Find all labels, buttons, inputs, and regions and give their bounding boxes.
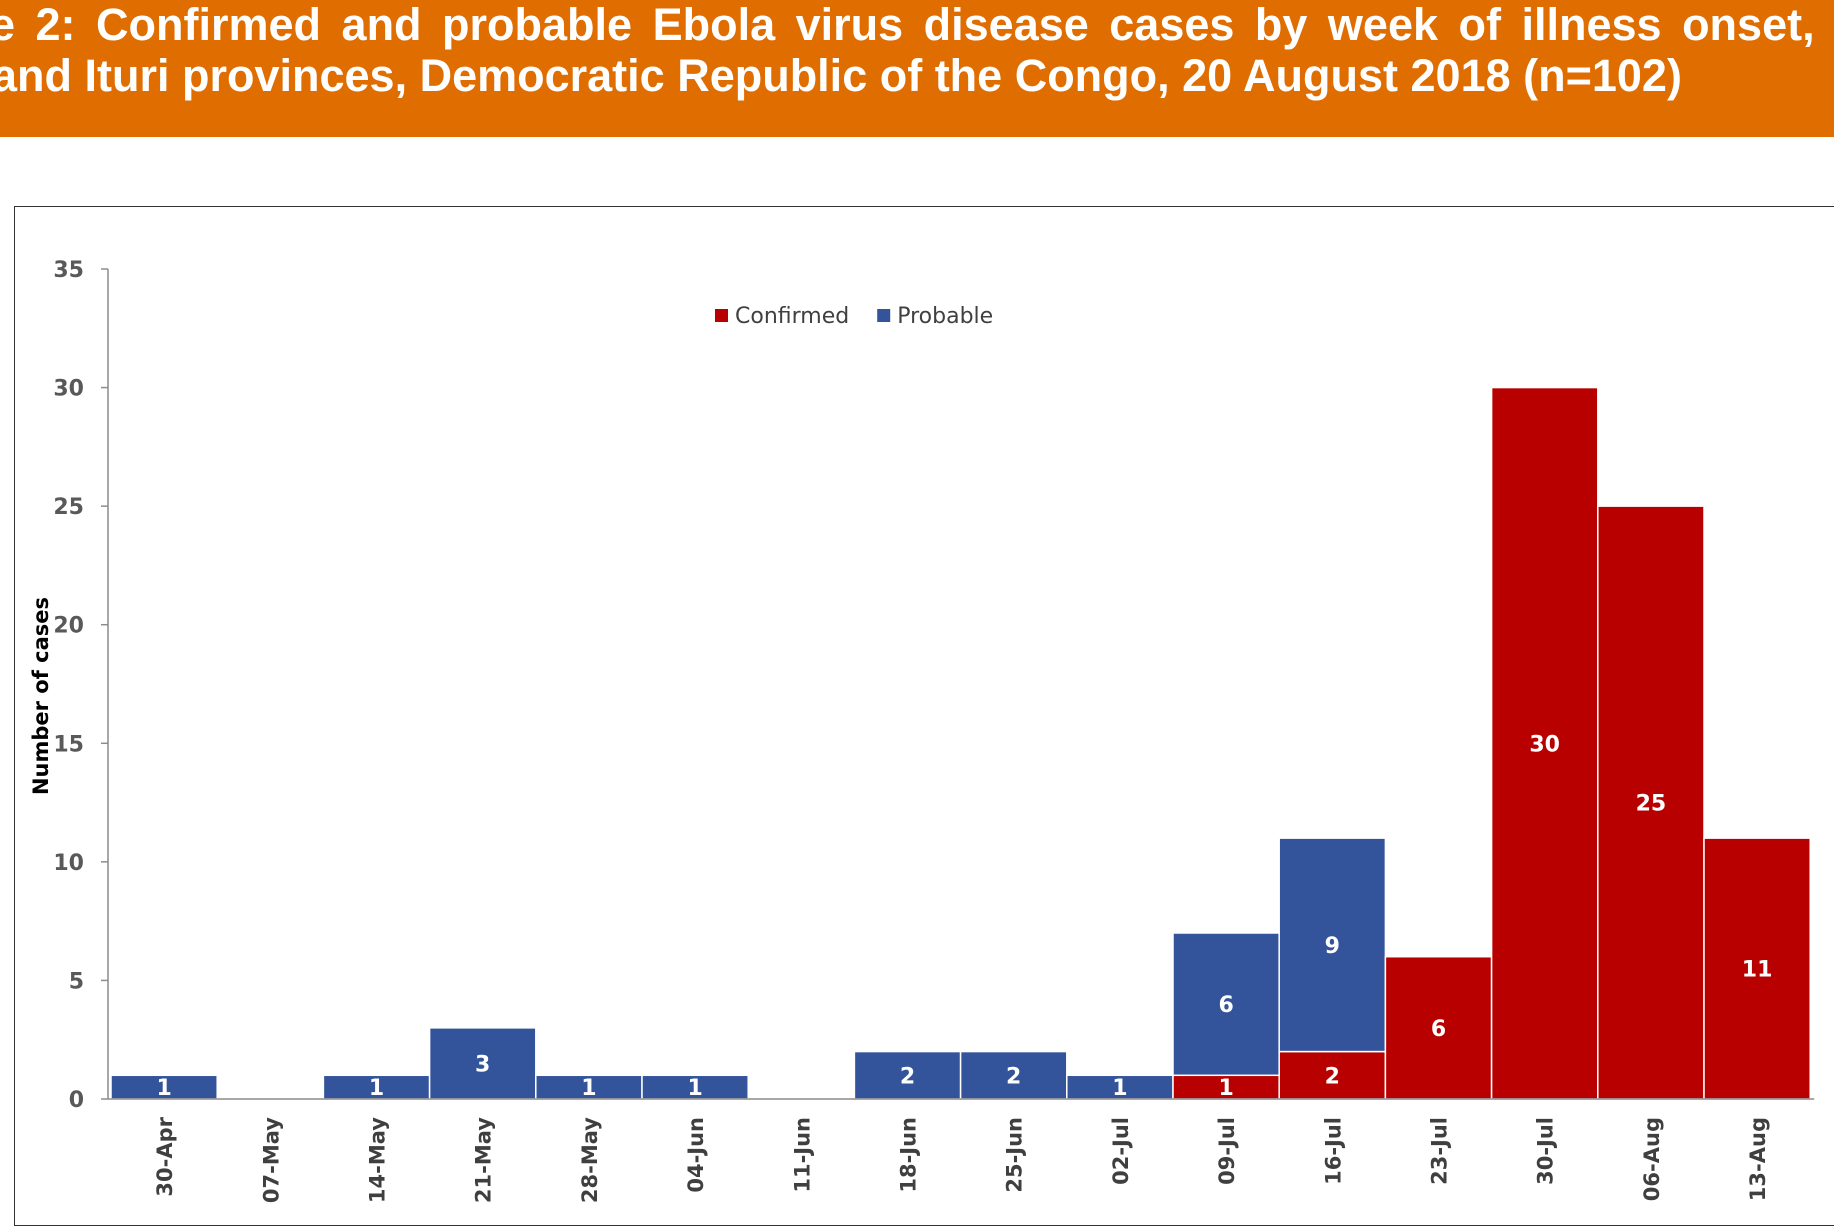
bar-probable-25-jun bbox=[959, 1050, 1068, 1100]
data-label-probable: 2 bbox=[1006, 1064, 1021, 1089]
data-label-probable: 9 bbox=[1325, 934, 1340, 959]
legend-swatch-probable bbox=[877, 309, 891, 322]
legend-label-confirmed: Confirmed bbox=[735, 304, 849, 329]
data-label-zero: 0 bbox=[264, 1091, 277, 1112]
data-label-confirmed: 6 bbox=[1431, 1017, 1446, 1042]
data-label-confirmed: 25 bbox=[1636, 792, 1667, 817]
bar-confirmed-23-jul bbox=[1384, 955, 1493, 1100]
x-tick-label: 23-Jul bbox=[1428, 1117, 1452, 1185]
y-tick-label: 0 bbox=[69, 1088, 84, 1113]
data-label-probable: 1 bbox=[156, 1076, 171, 1101]
chart-frame: 0 5 10 15 20 25 30 35 Number of cases 1 30-Apr 0 07-… bbox=[14, 206, 1834, 1226]
x-tick-label: 16-Jul bbox=[1321, 1117, 1345, 1185]
data-label-confirmed: 30 bbox=[1529, 732, 1560, 757]
x-tick-label: 11-Jun bbox=[790, 1117, 814, 1193]
data-label-probable: 1 bbox=[369, 1076, 384, 1101]
chart-title-line-1: e 2: Confirmed and probable Ebola virus … bbox=[0, 0, 1815, 50]
data-label-confirmed: 2 bbox=[1325, 1064, 1340, 1089]
x-tick-label: 18-Jun bbox=[897, 1117, 921, 1193]
y-tick-label: 20 bbox=[53, 614, 84, 639]
x-tick-label: 06-Aug bbox=[1640, 1117, 1664, 1201]
bar-probable-09-jul bbox=[1172, 932, 1280, 1077]
y-tick-label: 25 bbox=[53, 495, 84, 520]
x-tick-label: 13-Aug bbox=[1746, 1117, 1770, 1201]
x-tick-label: 30-Apr bbox=[153, 1116, 177, 1196]
bar-confirmed-06-aug bbox=[1597, 505, 1705, 1100]
y-tick-label: 30 bbox=[53, 377, 84, 402]
legend-swatch-confirmed bbox=[715, 309, 728, 322]
y-tick-label: 35 bbox=[53, 258, 84, 283]
y-tick-label: 5 bbox=[69, 969, 84, 994]
x-tick-label: 14-May bbox=[366, 1117, 390, 1203]
data-label-confirmed: 11 bbox=[1742, 958, 1773, 983]
data-label-probable: 6 bbox=[1218, 993, 1233, 1018]
x-tick-label: 25-Jun bbox=[1003, 1117, 1027, 1193]
y-tick-label: 15 bbox=[53, 732, 84, 757]
x-tick-label: 07-May bbox=[259, 1117, 283, 1203]
data-label-probable: 1 bbox=[687, 1076, 702, 1101]
x-tick-label: 21-May bbox=[472, 1117, 496, 1203]
data-label-probable: 1 bbox=[1112, 1076, 1127, 1101]
x-tick-label: 30-Jul bbox=[1534, 1117, 1558, 1185]
title-banner: e 2: Confirmed and probable Ebola virus … bbox=[0, 0, 1834, 137]
x-tick-label: 04-Jun bbox=[684, 1117, 708, 1193]
bar-probable-21-may bbox=[428, 1027, 537, 1100]
data-label-probable: 3 bbox=[475, 1052, 490, 1077]
legend-label-probable: Probable bbox=[897, 304, 993, 329]
bar-probable-16-jul bbox=[1278, 837, 1387, 1053]
data-label-probable: 2 bbox=[900, 1064, 915, 1089]
data-label-probable: 1 bbox=[581, 1076, 596, 1101]
x-tick-label: 09-Jul bbox=[1215, 1117, 1239, 1185]
data-label-confirmed: 1 bbox=[1218, 1076, 1233, 1101]
data-label-zero: 0 bbox=[795, 1091, 808, 1112]
chart-title-line-2: and Ituri provinces, Democratic Republic… bbox=[0, 50, 1682, 101]
x-tick-label: 28-May bbox=[578, 1117, 602, 1203]
y-tick-label: 10 bbox=[53, 851, 84, 876]
bar-confirmed-16-jul bbox=[1278, 1050, 1387, 1100]
x-tick-label: 02-Jul bbox=[1109, 1117, 1133, 1185]
bar-confirmed-30-jul bbox=[1490, 386, 1599, 1100]
y-axis-title: Number of cases bbox=[29, 597, 53, 795]
